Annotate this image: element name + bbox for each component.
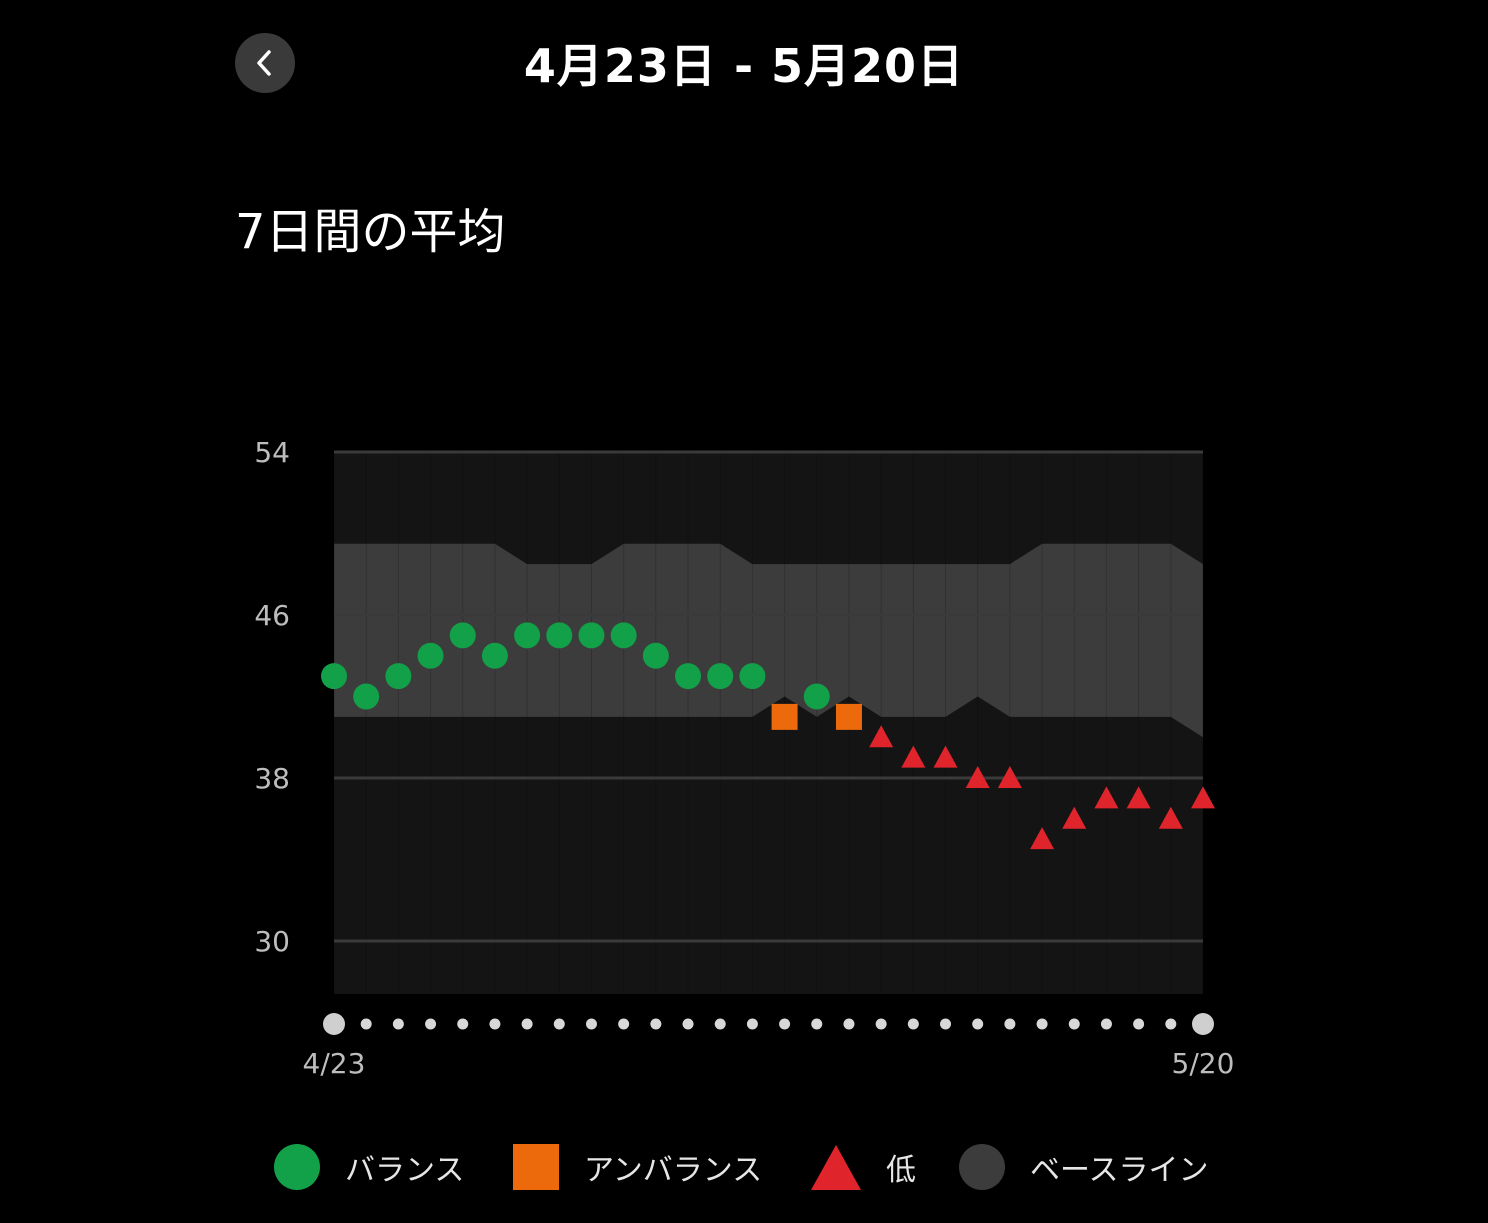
data-point-balance [546, 622, 573, 649]
plot-background [334, 452, 1203, 994]
axis-dot [1133, 1018, 1145, 1030]
axis-dot [1100, 1018, 1112, 1030]
data-point-low [1062, 806, 1087, 829]
legend-item-low: 低 [810, 1140, 916, 1194]
axis-dot [972, 1018, 984, 1030]
data-point-unbalanced [835, 703, 862, 730]
axis-dot [425, 1018, 437, 1030]
data-point-low [1191, 786, 1215, 809]
low-triangle-icon [811, 1145, 861, 1190]
y-tick-label: 54 [254, 436, 290, 469]
data-point-balance [739, 663, 766, 690]
axis-dot [521, 1018, 533, 1030]
unbalanced-square-icon [513, 1144, 559, 1190]
data-point-balance [481, 642, 508, 669]
axis-dot [1068, 1018, 1080, 1030]
legend-item-unbalanced: アンバランス [512, 1140, 762, 1194]
data-point-balance [385, 663, 412, 690]
legend-label-unbalanced: アンバランス [584, 1153, 763, 1188]
axis-dot [1165, 1018, 1177, 1030]
legend-item-balance: バランス [273, 1140, 464, 1194]
y-tick-label: 46 [254, 599, 290, 632]
legend-item-baseline: ベースライン [958, 1140, 1209, 1194]
data-point-balance [321, 663, 347, 690]
chart: 54 46 38 30 4/23 5/20 [254, 436, 1235, 1080]
axis-dot [392, 1018, 404, 1030]
balance-circle-icon [274, 1144, 320, 1190]
axis-dot [779, 1018, 791, 1030]
data-point-balance [449, 622, 476, 649]
data-point-balance [707, 663, 734, 690]
axis-dot [585, 1018, 597, 1030]
data-point-low [901, 745, 926, 768]
y-tick-label: 38 [254, 762, 290, 795]
axis-dot [746, 1018, 758, 1030]
axis-dot [843, 1018, 855, 1030]
data-point-balance [675, 663, 702, 690]
section-title: 7日間の平均 [235, 204, 506, 260]
axis-dot [714, 1018, 726, 1030]
data-point-balance [514, 622, 541, 649]
axis-dot [1036, 1018, 1048, 1030]
back-button[interactable] [235, 33, 295, 93]
legend-label-baseline: ベースライン [1030, 1153, 1209, 1188]
data-point-low [965, 766, 990, 788]
axis-end-dot [1192, 1013, 1214, 1035]
axis-dot [618, 1018, 630, 1030]
legend-label-low: 低 [886, 1153, 916, 1188]
date-range-title: 4月23日 - 5月20日 [523, 39, 965, 93]
data-point-balance [417, 642, 444, 669]
chevron-left-icon [257, 50, 271, 76]
axis-end-dot [323, 1013, 345, 1035]
y-tick-label: 30 [254, 925, 290, 958]
x-label-end: 5/20 [1172, 1047, 1235, 1080]
data-point-low [933, 745, 958, 768]
data-point-low [1126, 786, 1151, 809]
axis-dot [553, 1018, 565, 1030]
baseline-circle-icon [959, 1144, 1005, 1190]
data-point-low [869, 725, 894, 748]
data-point-low [1094, 786, 1119, 809]
axis-dot [682, 1018, 694, 1030]
legend-label-balance: バランス [345, 1153, 465, 1188]
data-point-balance [578, 622, 605, 649]
axis-dot [457, 1018, 469, 1030]
data-point-balance [642, 642, 669, 669]
data-point-low [1030, 827, 1055, 850]
legend: バランス アンバランス 低 ベースライン [0, 1140, 1488, 1194]
axis-dot [650, 1018, 662, 1030]
axis-dot [489, 1018, 501, 1030]
baseline-band [334, 543, 1203, 738]
data-point-balance [353, 683, 380, 710]
data-point-low [997, 766, 1022, 788]
axis-dot [907, 1018, 919, 1030]
data-point-unbalanced [771, 703, 798, 730]
data-point-low [1158, 806, 1183, 829]
axis-dot [1004, 1018, 1016, 1030]
axis-dot [360, 1018, 372, 1030]
data-point-balance [610, 622, 637, 649]
axis-dot [940, 1018, 952, 1030]
data-point-balance [803, 683, 830, 710]
axis-dot [811, 1018, 823, 1030]
x-label-start: 4/23 [303, 1047, 366, 1080]
axis-dot [875, 1018, 887, 1030]
